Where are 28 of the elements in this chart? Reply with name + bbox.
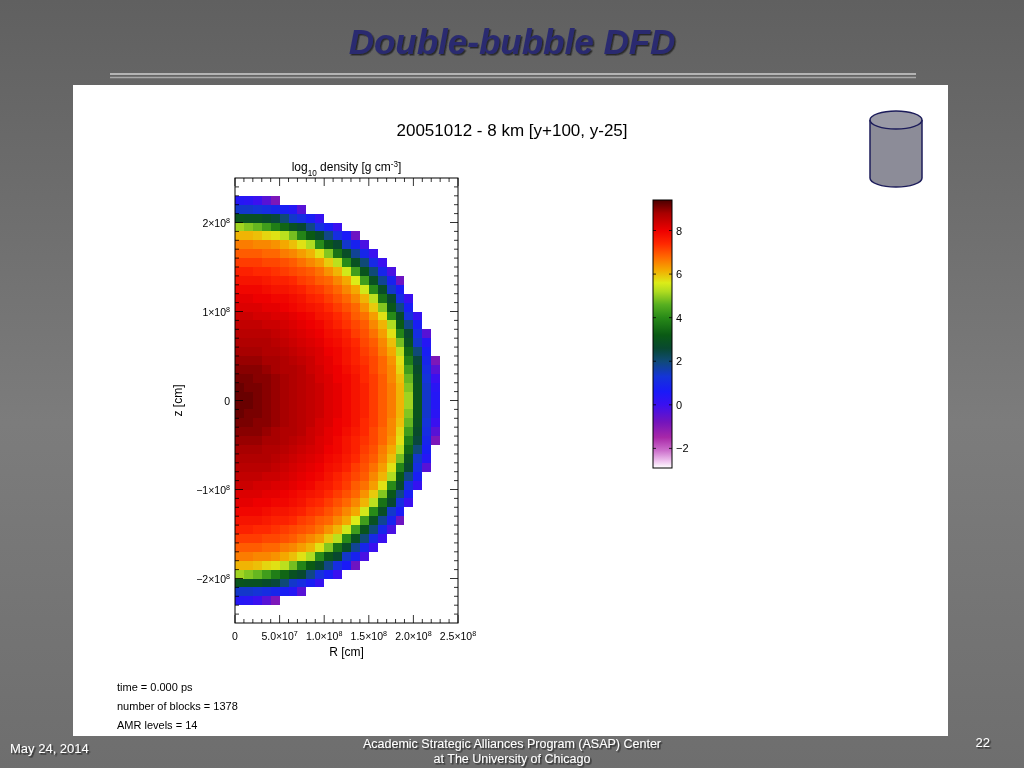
- y-tick-label: 0: [224, 394, 231, 407]
- x-axis-title: R [cm]: [329, 645, 364, 659]
- y-tick-label: 2×10$^{8}$: [202, 216, 231, 229]
- color-bar-label: 4: [676, 311, 683, 324]
- y-tick-label: −2×10$^{8}$: [196, 572, 231, 585]
- y-axis-title: z [cm]: [171, 384, 185, 417]
- text: number of blocks = 1378: [117, 700, 238, 712]
- text: AMR levels = 14: [117, 719, 198, 731]
- color-bar-label: 8: [676, 224, 683, 237]
- y-tick-label: 1×10$^{8}$: [202, 305, 231, 318]
- x-tick-label: 0: [232, 630, 239, 642]
- color-bar-label: 0: [676, 398, 683, 411]
- color-bar-label: 6: [676, 268, 683, 281]
- x-tick-label: 2.5×10$^{8}$: [439, 630, 477, 642]
- chart-title: Double-bubble DFD: [348, 22, 676, 61]
- text: time = 0.000 ps: [117, 681, 194, 693]
- x-tick-label: 1.0×10$^{8}$: [306, 630, 343, 642]
- y-tick-label: −1×10$^{8}$: [196, 483, 231, 496]
- color-bar-label: 2: [676, 355, 683, 368]
- x-tick-label: 2.0×10$^{8}$: [395, 630, 432, 642]
- text: 20051012 - 8 km [y+100, y-25]: [396, 121, 628, 140]
- color-bar-title: log$_{10}$ density [g cm$^{-3}$]: [291, 159, 402, 178]
- x-tick-label: 1.5×10$^{8}$: [350, 630, 388, 642]
- color-bar-label: −2: [676, 442, 689, 455]
- text: 22: [975, 735, 990, 750]
- text: May 24, 2014: [10, 741, 89, 756]
- x-tick-label: 5.0×10$^{7}$: [261, 630, 298, 642]
- text: Academic Strategic Alliances Program (ASAP) Center at The University of Chicago: [362, 737, 662, 766]
